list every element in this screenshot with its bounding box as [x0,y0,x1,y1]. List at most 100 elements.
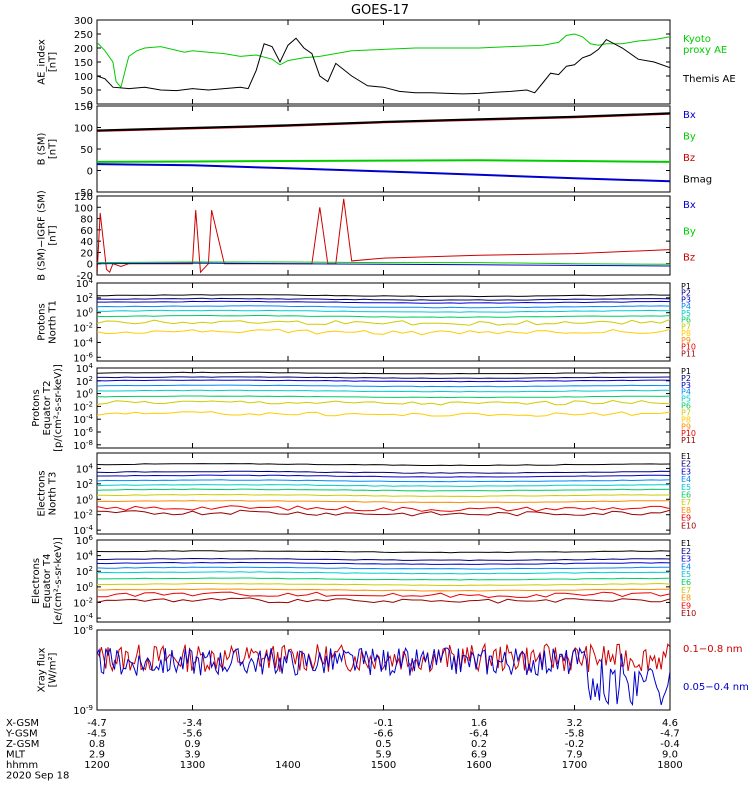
y-tick-label: 10-6 [73,426,93,439]
y-tick-label: 10-4 [73,612,93,625]
y-tick-label: 10-2 [73,400,93,413]
ephemeris-value: 1800 [657,760,682,771]
legend-entry: 0.05−0.4 nm [683,682,749,693]
series-line [97,550,670,554]
legend-entry: E8 [681,506,691,515]
series-line [97,112,670,132]
legend-entry: Themis AE [682,74,736,85]
y-tick-label: 102 [76,565,93,578]
series-line [97,314,670,318]
legend-entry: P3 [681,381,691,390]
ephemeris-value: 0.5 [376,739,392,750]
panel-6: 104 102 100 10-2 10-4 ElectronsNorth T3 E1E2E3… [37,452,697,537]
ephemeris-value: -3.4 [183,718,203,729]
y-tick-label: 102 [76,375,93,388]
ephemeris-value: 6.9 [471,750,487,761]
legend-entry: P4 [681,388,691,397]
series-group [97,112,670,183]
y-tick-label: 10-2 [73,322,93,335]
legend-entry: P9 [681,422,691,431]
ephemeris-value: 7.9 [567,750,583,761]
legend-entry: E5 [681,570,691,579]
y-tick-label: 100 [76,493,93,506]
y-tick-label: 0 [87,167,93,178]
ephemeris-value: 1500 [371,760,396,771]
series-line [97,566,670,570]
legend-entry: Bmag [683,175,712,186]
ephemeris-value: -5.6 [183,729,203,740]
series-line [97,509,670,517]
panel-4: 104 102 100 10-210-4 10-6 ProtonsNorth T1 P1P2… [37,277,697,364]
legend-entry: Bz [683,253,695,264]
y-tick-label: 10-2 [73,596,93,609]
series-line [97,493,670,498]
series-group [97,198,670,275]
series-line [97,376,670,379]
y-tick-label: 50 [80,145,93,156]
legend-entry: Bz [683,153,695,164]
series-line [97,500,670,504]
y-axis-label: ProtonsEquator T2[p/(cm²-s-sr-keV)] [31,364,64,452]
ephemeris-value: 3.9 [185,750,201,761]
series-line [97,571,670,575]
legend-entry: E6 [681,491,691,500]
y-tick-label: 104 [76,462,94,475]
legend-entry: E9 [681,601,691,610]
series-line [97,488,670,492]
legend-entry: Kyoto proxy AE [683,34,727,56]
ephemeris-row-name: X-GSM [6,718,39,729]
y-tick-label: 100 [74,124,93,135]
series-line [97,470,670,474]
series-line [97,305,670,309]
legend-entry: P9 [681,336,691,345]
legend-entry: P10 [681,343,696,352]
legend-entry: P11 [681,349,696,358]
legend-entry: E3 [681,467,691,476]
ephemeris-row-name: Z-GSM [6,739,39,750]
plot-title: GOES-17 [351,3,409,18]
series-line [97,557,670,562]
series-line [97,646,670,707]
ephemeris-value: 0.8 [89,739,105,750]
series-group [97,463,670,517]
legend-entry: P1 [681,282,691,291]
y-tick-label: 100 [74,203,93,214]
series-line [97,479,670,483]
y-tick-label: 104 [76,277,94,290]
panel-7: 106 104 102 100 10-2 10-4 ElectronsEquator T4[… [31,534,696,625]
date-label: 2020 Sep 18 [6,771,69,782]
legend-entry: P6 [681,402,691,411]
legend-entry: P7 [681,408,691,417]
y-axis-label: Xray flux[W/m²] [37,648,59,693]
y-tick-label: 300 [74,16,93,27]
series-line [97,395,670,399]
legend-entry: P11 [681,436,696,445]
panel-8: 10-8 10-9 Xray flux[W/m²] 0.1−0.8 nm 0.05−0.… [37,624,749,717]
series-line [97,642,670,673]
y-tick-label: 200 [74,44,93,55]
legend-entry: P10 [681,429,696,438]
y-tick-label: 0 [87,100,93,111]
ephemeris-value: -0.2 [565,739,585,750]
legend-entry: E7 [681,586,691,595]
ephemeris-value: -4.5 [87,729,107,740]
legend-entry: E7 [681,498,691,507]
legend-entry: E9 [681,514,691,523]
series-line [97,262,670,267]
series-line [97,261,670,265]
series-line [97,159,670,163]
ephemeris-row-name: Y-GSM [5,729,38,740]
y-axis-label: ElectronsNorth T3 [37,470,59,516]
ephemeris-value: 0.9 [185,739,201,750]
legend-entry: E2 [681,460,691,469]
ephemeris-value: -0.4 [660,739,680,750]
panel-2: 150 100 50 0 -50 B (SM)[nT] Bx By Bz Bmag [37,102,713,199]
ephemeris-value: -5.8 [565,729,585,740]
y-tick-label: 80 [80,215,93,226]
legend-entry: P7 [681,322,691,331]
series-line [97,384,670,388]
legend-entry: P3 [681,295,691,304]
series-line [97,484,670,487]
legend-entry: P4 [681,302,691,311]
